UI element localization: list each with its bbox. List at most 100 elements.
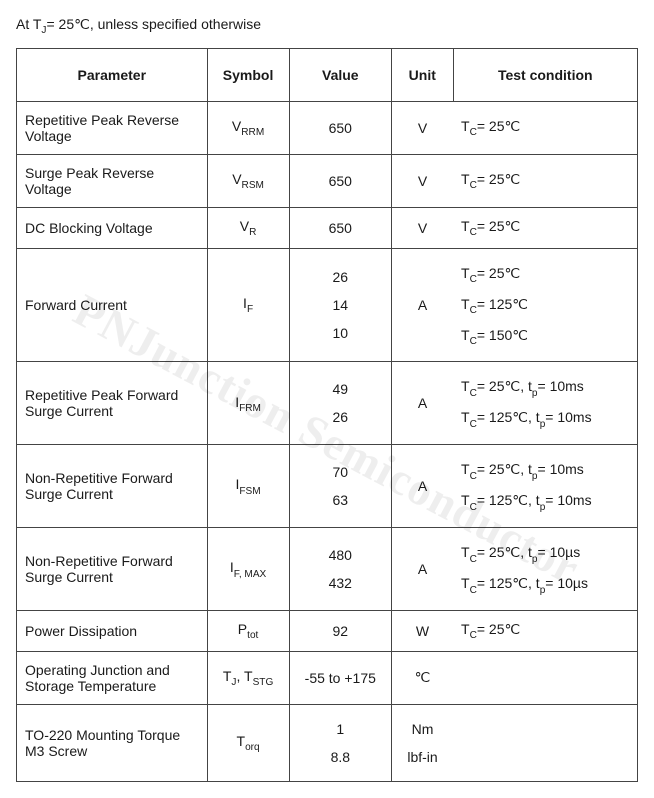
cell-param: Repetitive Peak Forward Surge Current: [17, 362, 208, 445]
cond-sub: C: [470, 585, 477, 596]
cond-pre: T: [461, 118, 470, 134]
sym-main: P: [238, 621, 247, 637]
table-row: Repetitive Peak Forward Surge Current IF…: [17, 362, 638, 445]
cell-value: 650: [289, 154, 391, 207]
cell-symbol: IFRM: [207, 362, 289, 445]
cond-pre: T: [461, 378, 470, 394]
cell-symbol: VR: [207, 207, 289, 248]
cond-post: = 10ms: [545, 492, 591, 508]
cell-value: 49 26: [289, 362, 391, 445]
cell-unit: W: [392, 611, 453, 652]
table-header-row: Parameter Symbol Value Unit Test conditi…: [17, 48, 638, 101]
cond-sub2: p: [540, 419, 546, 430]
header-condition: Test condition: [453, 48, 637, 101]
cond-pre: T: [461, 461, 470, 477]
cond-pre: T: [461, 544, 470, 560]
cond-line: TC= 25℃, tp= 10ms: [461, 372, 629, 403]
cell-symbol: Ptot: [207, 611, 289, 652]
sym-sub: orq: [245, 742, 260, 753]
cond-line: TC= 125℃, tp= 10ms: [461, 403, 629, 434]
cell-unit: V: [392, 154, 453, 207]
cell-symbol: VRSM: [207, 154, 289, 207]
cond-line: TC= 150℃: [461, 321, 629, 352]
value-line: 14: [298, 291, 383, 319]
cond-sub: C: [470, 630, 477, 641]
cond-pre: T: [461, 265, 470, 281]
cell-value: 26 14 10: [289, 248, 391, 362]
cell-condition: [453, 704, 637, 781]
sym-sub: R: [249, 227, 256, 238]
cell-condition: TC= 25℃: [453, 154, 637, 207]
value-line: 70: [298, 458, 383, 486]
cell-condition: TC= 25℃, tp= 10ms TC= 125℃, tp= 10ms: [453, 362, 637, 445]
cond-sub: C: [470, 388, 477, 399]
cell-symbol: VRRM: [207, 101, 289, 154]
cond-post: = 10ms: [545, 409, 591, 425]
cond-post: = 10µs: [545, 575, 588, 591]
cell-param: Non-Repetitive Forward Surge Current: [17, 528, 208, 611]
cond-line: TC= 25℃, tp= 10µs: [461, 538, 629, 569]
cell-value: 92: [289, 611, 391, 652]
cell-unit: A: [392, 528, 453, 611]
cell-value: 650: [289, 101, 391, 154]
cell-symbol: IFSM: [207, 445, 289, 528]
sym-sub: RRM: [241, 127, 264, 138]
cond-line: TC= 125℃: [461, 290, 629, 321]
cond-sub: C: [470, 180, 477, 191]
cond-post: = 125℃: [477, 296, 528, 312]
value-line: 1: [298, 715, 383, 743]
sym-sub: J: [231, 677, 236, 688]
cell-value: 480 432: [289, 528, 391, 611]
cell-condition: TC= 25℃: [453, 101, 637, 154]
cell-symbol: IF: [207, 248, 289, 362]
cond-sub: C: [470, 305, 477, 316]
cond-sub2: p: [540, 585, 546, 596]
cond-post: = 150℃: [477, 327, 528, 343]
cond-mid: = 125℃, t: [477, 575, 540, 591]
cell-param: Forward Current: [17, 248, 208, 362]
table-row: Surge Peak Reverse Voltage VRSM 650 V TC…: [17, 154, 638, 207]
value-line: 26: [298, 263, 383, 291]
cond-pre: T: [461, 492, 470, 508]
table-row: TO-220 Mounting Torque M3 Screw Torq 1 8…: [17, 704, 638, 781]
cell-unit: A: [392, 445, 453, 528]
cond-pre: T: [461, 171, 470, 187]
sym-sub: RSM: [242, 180, 264, 191]
value-line: 49: [298, 375, 383, 403]
cond-pre: T: [461, 327, 470, 343]
cond-sub: C: [470, 227, 477, 238]
cell-unit: Nm lbf-in: [392, 704, 453, 781]
cond-post: = 10ms: [538, 461, 584, 477]
cond-sub: C: [470, 502, 477, 513]
cond-sub: C: [470, 274, 477, 285]
cond-post: = 25℃: [477, 171, 520, 187]
header-symbol: Symbol: [207, 48, 289, 101]
cond-pre: T: [461, 621, 470, 637]
table-row: DC Blocking Voltage VR 650 V TC= 25℃: [17, 207, 638, 248]
value-line: 26: [298, 403, 383, 431]
sym-main: T: [244, 668, 253, 684]
cell-symbol: Torq: [207, 704, 289, 781]
cond-post: = 25℃: [477, 118, 520, 134]
cond-line: TC= 125℃, tp= 10ms: [461, 486, 629, 517]
cond-post: = 10µs: [538, 544, 581, 560]
cell-value: 650: [289, 207, 391, 248]
cell-condition: TC= 25℃: [453, 207, 637, 248]
header-parameter: Parameter: [17, 48, 208, 101]
cond-line: TC= 125℃, tp= 10µs: [461, 569, 629, 600]
cond-mid: = 25℃, t: [477, 544, 532, 560]
spec-table: Parameter Symbol Value Unit Test conditi…: [16, 48, 638, 782]
cond-pre: T: [461, 218, 470, 234]
sym-sub: F, MAX: [234, 569, 266, 580]
caption-text-1: At T: [16, 16, 41, 32]
cond-sub2: p: [540, 502, 546, 513]
header-value: Value: [289, 48, 391, 101]
cell-condition: TC= 25℃: [453, 611, 637, 652]
unit-line: Nm: [400, 715, 445, 743]
cell-unit: V: [392, 207, 453, 248]
sym-sub: FSM: [239, 486, 260, 497]
cond-post: = 25℃: [477, 621, 520, 637]
value-line: 10: [298, 319, 383, 347]
cell-condition: TC= 25℃, tp= 10ms TC= 125℃, tp= 10ms: [453, 445, 637, 528]
cond-mid: = 25℃, t: [477, 461, 532, 477]
